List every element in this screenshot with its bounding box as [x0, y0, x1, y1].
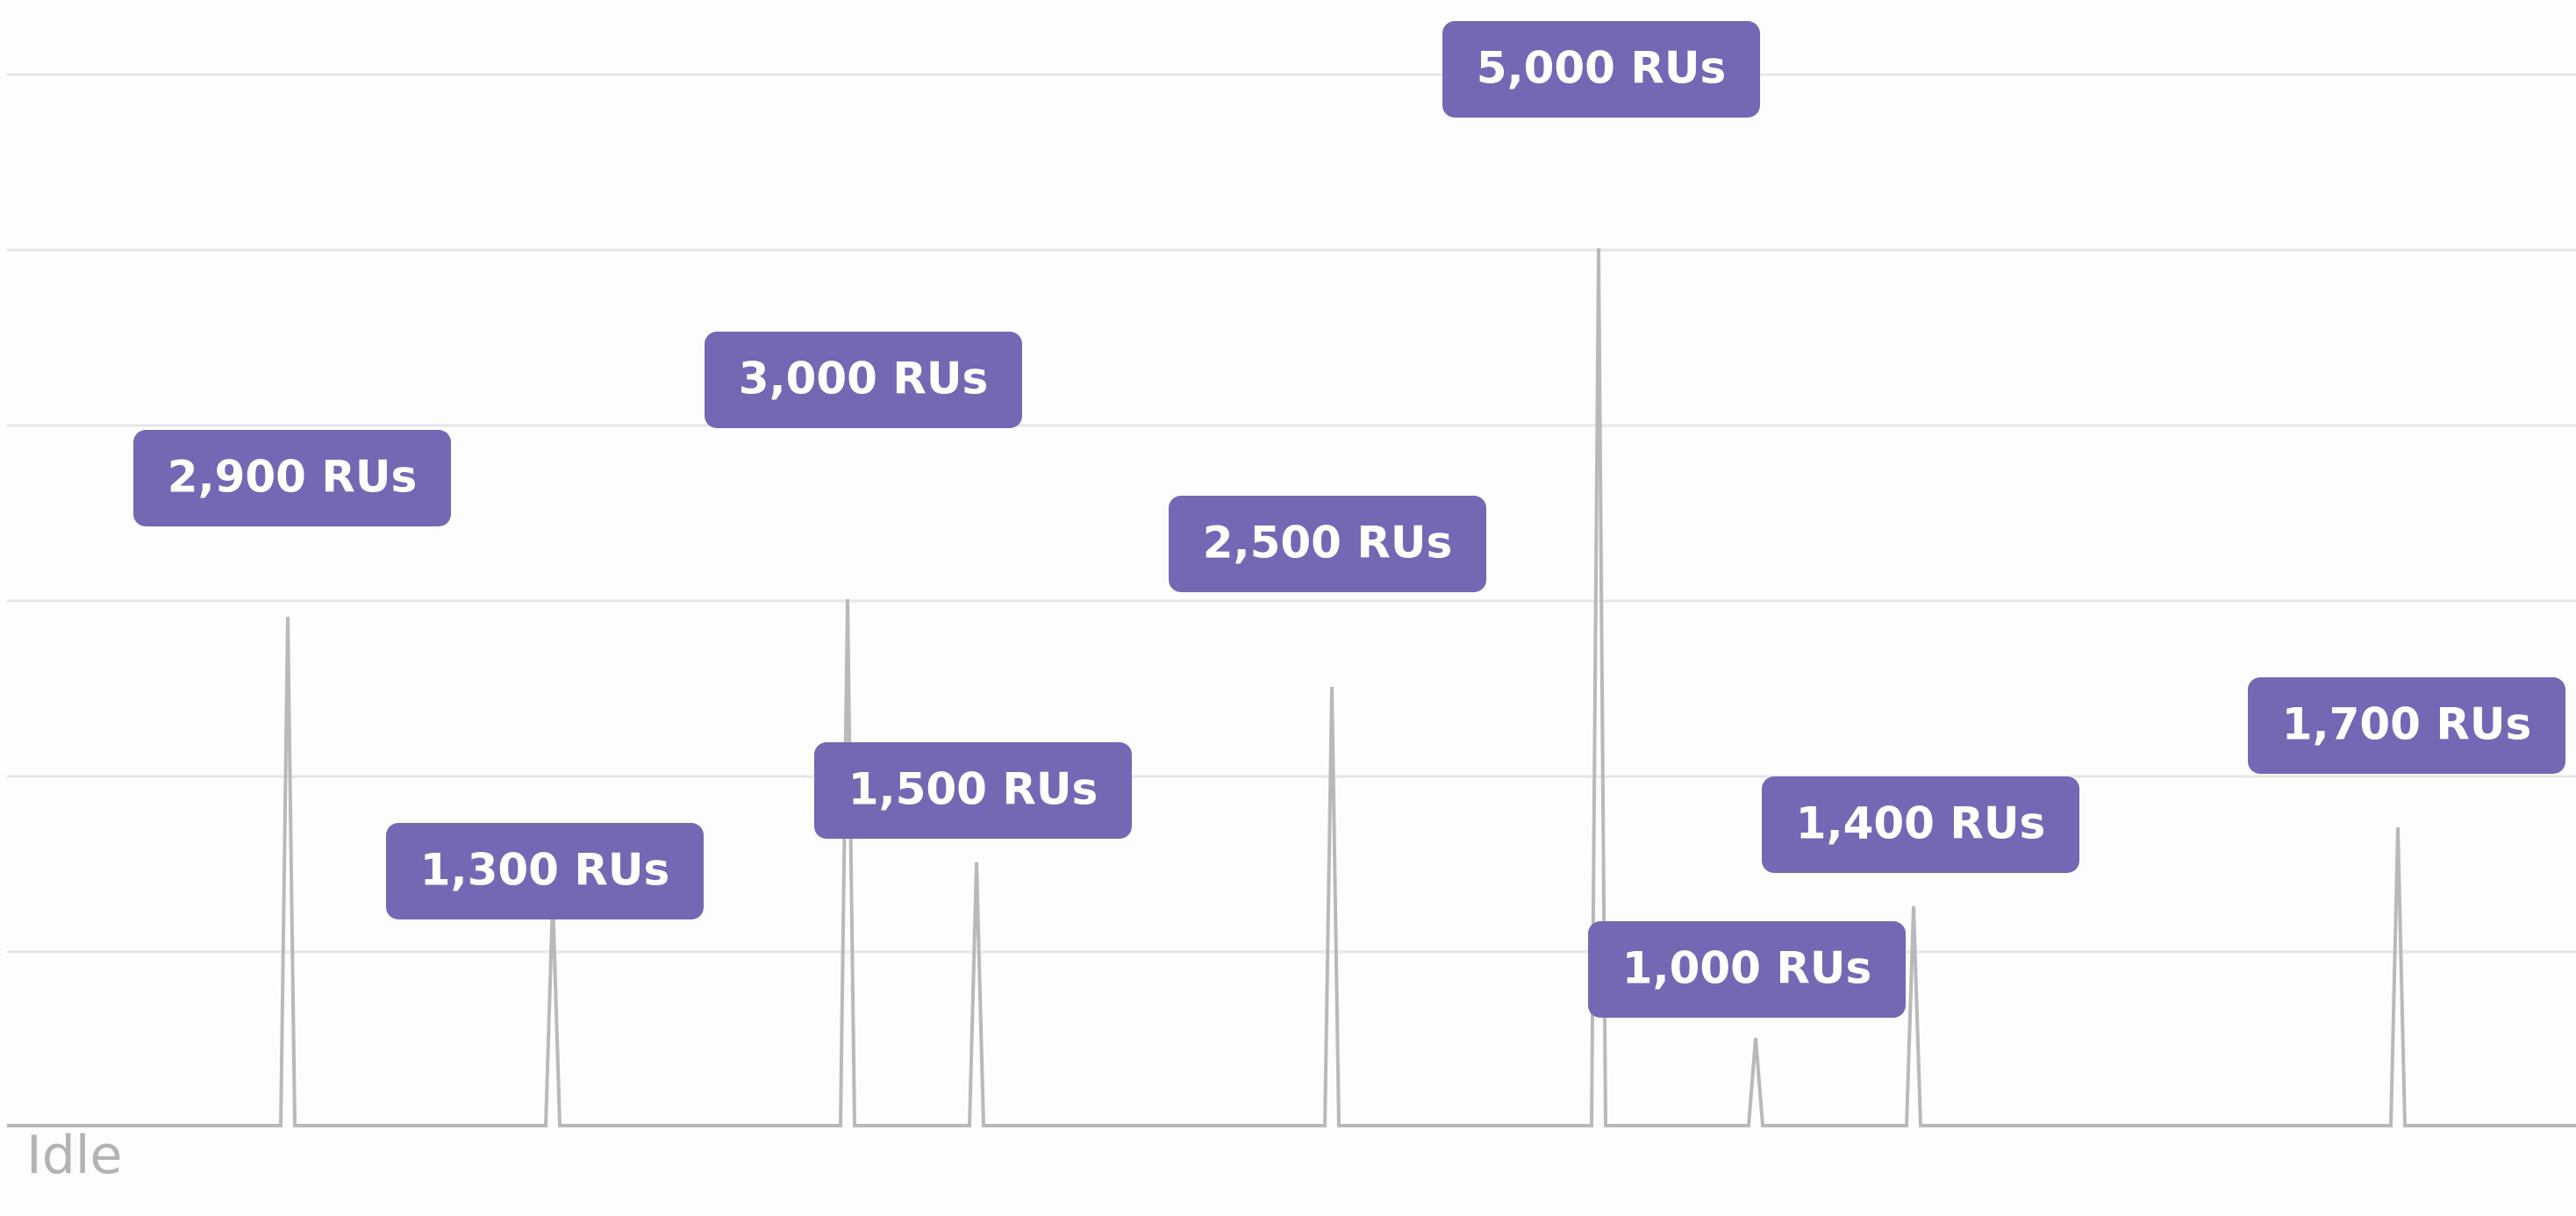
data-label: 1,300 RUs — [386, 823, 704, 919]
data-label-text: 3,000 RUs — [739, 354, 988, 404]
data-label: 1,700 RUs — [2248, 677, 2565, 774]
data-label: 2,500 RUs — [1169, 496, 1486, 592]
data-label-text: 1,000 RUs — [1622, 943, 1871, 994]
data-label: 1,500 RUs — [814, 742, 1132, 839]
baseline-label: Idle — [26, 1125, 123, 1186]
data-label: 5,000 RUs — [1442, 21, 1760, 118]
data-label-text: 2,500 RUs — [1203, 518, 1452, 569]
data-label-box — [705, 332, 1022, 428]
data-label-box — [386, 823, 704, 919]
data-label: 2,900 RUs — [133, 430, 451, 526]
data-label: 1,400 RUs — [1762, 776, 2079, 873]
data-label-box — [133, 430, 451, 526]
data-label-text: 1,300 RUs — [420, 845, 669, 896]
grid-lines — [7, 73, 2576, 954]
data-label-box — [1169, 496, 1486, 592]
data-label-text: 1,400 RUs — [1796, 798, 2045, 849]
data-label: 1,000 RUs — [1588, 921, 1906, 1018]
data-label-box — [1762, 776, 2079, 873]
data-label-text: 2,900 RUs — [168, 452, 417, 503]
data-label-box — [814, 742, 1132, 839]
data-label-text: 5,000 RUs — [1477, 43, 1726, 94]
data-label-box — [2248, 677, 2565, 774]
data-label: 3,000 RUs — [705, 332, 1022, 428]
data-labels: 2,900 RUs 1,300 RUs 3,000 RUs 1,500 RUs 2,50… — [133, 21, 2565, 1018]
data-label-text: 1,500 RUs — [848, 764, 1098, 815]
series-line — [7, 247, 2576, 1127]
data-label-box — [1588, 921, 1906, 1018]
data-label-box — [1442, 21, 1760, 118]
data-label-text: 1,700 RUs — [2282, 699, 2531, 750]
